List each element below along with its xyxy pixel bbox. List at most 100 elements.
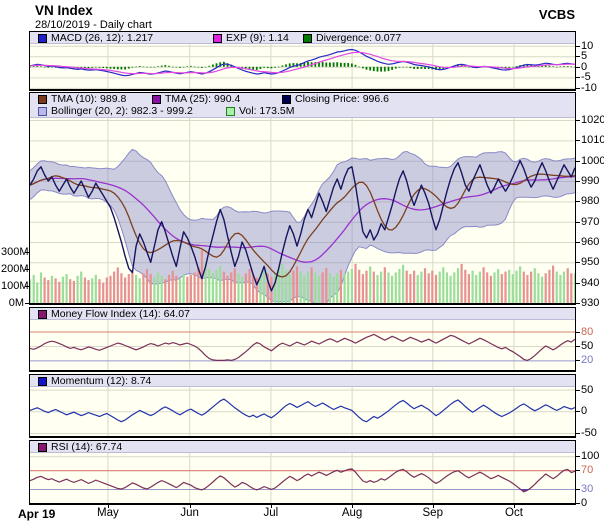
y-axis-label: 960 [581,236,600,248]
volume-bar [178,278,182,303]
volume-bar [413,270,416,303]
volume-bar [398,269,401,303]
axis-tick [576,360,580,361]
y-axis-label: -50 [581,426,597,439]
divergence-bar [30,66,31,68]
volume-bar [277,268,280,303]
divergence-bar [435,66,437,70]
divergence-bar [526,64,529,67]
volume-bar [548,269,551,303]
volume-bar [76,275,79,303]
month-label: May [97,507,119,519]
volume-bar [32,274,35,303]
volume-bar [248,269,251,303]
volume-bar [328,273,331,303]
axis-tick [576,46,580,47]
volume-bar [515,270,518,303]
divergence-bar [566,66,569,67]
volume-bar [339,269,342,303]
volume-bar [120,273,123,303]
divergence-bar [263,66,265,68]
legend-momentum: Momentum (12): 8.74 [30,375,575,387]
divergence-bar [405,66,408,68]
axis-tick [576,283,580,284]
volume-bar [471,270,474,303]
price-plot [30,118,575,303]
volume-bar [116,267,119,303]
legend-item: Vol: 173.5M [226,105,294,117]
volume-bar [350,269,353,303]
divergence-bar [215,63,218,67]
volume-bar [336,273,339,303]
y-axis-label: 80 [581,325,594,338]
volume-bar [511,274,514,303]
axis-tick [108,505,109,508]
axis-tick [576,433,580,434]
legend-item: Closing Price: 996.6 [282,93,389,105]
divergence-bar [36,65,39,67]
mfi-plot [30,320,575,370]
y-axis-label: 1000 [581,154,604,167]
divergence-bar [318,61,320,67]
divergence-bar [204,66,207,68]
legend-label: TMA (25): 990.4 [165,93,241,105]
month-label: Jul [263,507,279,519]
divergence-bar [94,66,97,68]
volume-bar [394,272,397,303]
axis-tick [576,242,580,243]
divergence-bar [226,63,229,67]
divergence-bar [416,66,419,69]
volume-bar [566,268,569,303]
axis-tick [576,503,580,504]
volume-bar [387,272,390,303]
volume-bar [153,276,156,303]
volume-bar [460,263,463,303]
legend-label: Bollinger (20, 2): 982.3 - 999.2 [51,105,193,117]
divergence-bar [51,66,53,68]
volume-bar [219,265,222,303]
legend-rsi: RSI (14): 67.74 [30,441,575,453]
divergence-bar [552,66,554,67]
axis-tick [576,120,580,121]
tma25-line [30,175,575,263]
divergence-bar [438,66,441,70]
divergence-bar [303,62,306,67]
volume-bar [467,274,470,303]
axis-tick [25,269,29,270]
divergence-bar [80,66,83,68]
divergence-bar [508,66,511,68]
axis-tick [25,286,29,287]
divergence-bar [259,66,262,69]
volume-bar [537,273,540,303]
axis-tick [576,489,580,490]
volume-bar [208,269,211,303]
legend-label: Closing Price: 996.6 [295,93,389,105]
bollinger-upper-line [30,148,575,223]
divergence-bar [380,66,382,72]
divergence-bar [332,62,335,67]
volume-bar [380,271,383,303]
page-title: VN Index [35,3,93,18]
panel-rsi: RSI (14): 67.74 [29,440,576,505]
legend-swatch [282,94,291,104]
legend-swatch [38,376,47,386]
volume-bar [211,273,214,303]
volume-axis-label: 100M [1,280,29,292]
divergence-bar [186,66,189,67]
y-axis-label: 0 [581,405,588,418]
volume-bar [193,272,196,303]
volume-bar [486,272,489,303]
volume-bar [131,269,134,303]
divergence-bar [47,66,50,68]
volume-bar [416,274,419,303]
divergence-bar [113,66,115,69]
divergence-bar [288,63,291,67]
divergence-bar [409,66,412,69]
volume-bar [237,273,240,303]
volume-bar [442,267,445,303]
divergence-bar [84,66,86,68]
axis-tick [190,505,191,508]
divergence-bar [175,66,178,68]
divergence-bar [157,66,159,67]
